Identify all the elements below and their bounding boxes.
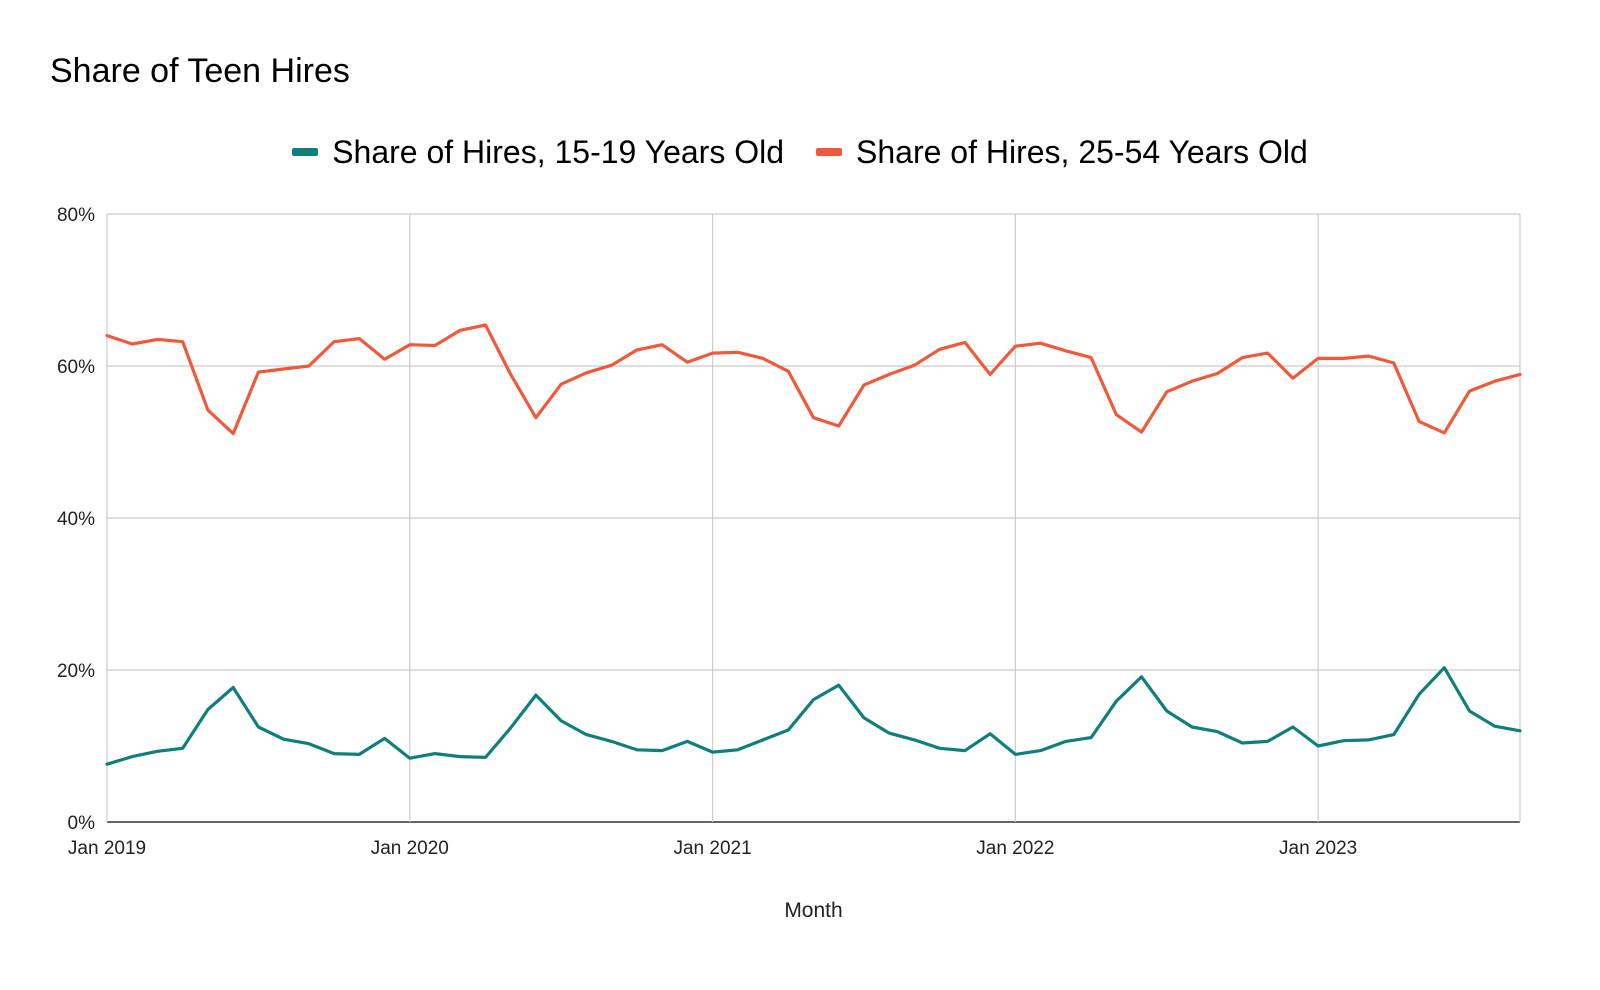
y-tick-label: 40% (57, 509, 95, 530)
legend-item-teen: Share of Hires, 15-19 Years Old (292, 134, 784, 171)
series-line-1 (105, 323, 1522, 436)
y-tick-label: 0% (68, 813, 96, 834)
x-tick-label: Jan 2019 (68, 838, 146, 859)
legend-swatch-teen (292, 148, 319, 156)
legend: Share of Hires, 15-19 Years Old Share of… (0, 130, 1600, 174)
x-tick-label: Jan 2020 (371, 838, 449, 859)
chart-title: Share of Teen Hires (50, 52, 350, 90)
y-tick-label: 80% (57, 205, 95, 226)
legend-item-prime-age: Share of Hires, 25-54 Years Old (816, 134, 1308, 171)
gridlines (106, 213, 1521, 823)
legend-swatch-prime-age (816, 148, 842, 156)
series-lines (105, 323, 1522, 766)
x-tick-label: Jan 2021 (673, 838, 751, 859)
y-tick-label: 20% (57, 661, 95, 682)
legend-label-teen: Share of Hires, 15-19 Years Old (332, 133, 784, 170)
legend-label-prime-age: Share of Hires, 25-54 Years Old (856, 133, 1308, 170)
x-tick-label: Jan 2022 (976, 838, 1054, 859)
x-axis-title: Month (784, 899, 842, 922)
y-tick-label: 60% (57, 357, 95, 378)
series-line-0 (105, 666, 1522, 766)
y-axis-ticks: 0% 20% 40% 60% 80% (57, 205, 95, 834)
x-axis-ticks: Jan 2019 Jan 2020 Jan 2021 Jan 2022 Jan 2023 (68, 838, 1357, 859)
x-tick-label: Jan 2023 (1279, 838, 1357, 859)
